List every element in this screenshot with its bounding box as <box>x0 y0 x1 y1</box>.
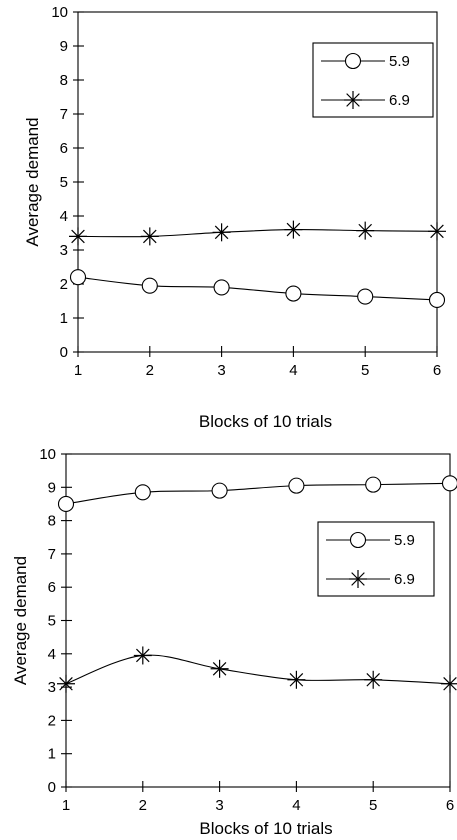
series-line <box>77 276 438 301</box>
data-point-circle <box>365 476 382 493</box>
series-6.9 <box>57 646 457 693</box>
y-tick-label: 2 <box>60 276 68 293</box>
legend-item: 6.9 <box>326 570 415 588</box>
x-axis-label: Blocks of 10 trials <box>199 819 332 838</box>
x-tick-label: 4 <box>292 797 300 814</box>
legend: 5.9 6.9 <box>312 42 434 118</box>
series-line <box>77 229 438 238</box>
data-point-circle <box>134 484 151 501</box>
y-tick-label: 6 <box>48 579 56 596</box>
y-axis-label: Average demand <box>11 556 30 685</box>
legend-item: 5.9 <box>326 531 415 549</box>
data-point-circle <box>441 475 457 492</box>
y-tick-label: 1 <box>48 746 56 763</box>
y-tick-label: 3 <box>60 242 68 259</box>
series-5.9 <box>57 475 457 513</box>
data-point-circle <box>288 477 305 494</box>
y-tick-label: 5 <box>48 613 56 630</box>
x-tick-label: 6 <box>433 362 441 379</box>
y-tick-label: 8 <box>48 513 56 530</box>
data-point-circle <box>213 279 230 296</box>
series-line <box>65 654 451 685</box>
data-point-asterisk <box>210 659 229 678</box>
data-point-asterisk <box>428 222 446 241</box>
legend-label: 6.9 <box>394 571 415 588</box>
data-point-asterisk <box>356 221 375 240</box>
x-tick-label: 2 <box>139 797 147 814</box>
data-point-asterisk <box>57 674 75 693</box>
data-point-asterisk <box>287 670 306 689</box>
y-tick-label: 4 <box>48 646 56 663</box>
y-tick-label: 0 <box>60 344 68 361</box>
legend-marker-circle <box>349 531 367 549</box>
y-tick-label: 3 <box>48 679 56 696</box>
x-tick-label: 4 <box>289 362 297 379</box>
y-tick-label: 10 <box>39 446 56 463</box>
legend-item: 5.9 <box>321 52 410 70</box>
legend-box <box>312 42 434 118</box>
data-point-circle <box>141 277 158 294</box>
y-tick-label: 5 <box>60 174 68 191</box>
data-point-asterisk <box>364 670 383 689</box>
data-point-circle <box>357 288 374 305</box>
x-axis-label: Blocks of 10 trials <box>199 412 332 431</box>
data-point-asterisk <box>140 227 159 246</box>
data-point-circle <box>285 285 302 302</box>
series-6.9 <box>69 220 446 246</box>
x-tick-label: 3 <box>217 362 225 379</box>
x-tick-label: 2 <box>146 362 154 379</box>
legend-marker-asterisk <box>349 570 367 588</box>
legend-item: 6.9 <box>321 91 410 109</box>
x-tick-label: 3 <box>215 797 223 814</box>
data-point-circle <box>57 495 75 513</box>
legend: 5.9 6.9 <box>317 521 435 597</box>
data-point-circle <box>211 482 228 499</box>
series-5.9 <box>69 269 446 309</box>
series-line <box>65 482 451 505</box>
x-tick-label: 1 <box>62 797 70 814</box>
y-tick-label: 8 <box>60 72 68 89</box>
y-tick-label: 7 <box>60 106 68 123</box>
data-point-asterisk <box>69 227 87 246</box>
y-tick-label: 7 <box>48 546 56 563</box>
data-point-asterisk <box>212 223 231 242</box>
x-tick-label: 6 <box>446 797 454 814</box>
y-tick-label: 1 <box>60 310 68 327</box>
legend-marker-asterisk <box>344 91 362 109</box>
plot-frame <box>65 453 451 788</box>
x-tick-label: 5 <box>369 797 377 814</box>
y-axis-label: Average demand <box>23 117 42 246</box>
y-tick-label: 4 <box>60 208 68 225</box>
legend-label: 5.9 <box>389 53 410 70</box>
y-tick-label: 6 <box>60 140 68 157</box>
legend-box <box>317 521 435 597</box>
y-tick-label: 2 <box>48 712 56 729</box>
data-point-asterisk <box>441 674 457 693</box>
data-point-asterisk <box>284 220 303 239</box>
data-point-circle <box>428 291 446 309</box>
y-tick-label: 9 <box>48 479 56 496</box>
legend-label: 6.9 <box>389 92 410 109</box>
legend-marker-circle <box>344 52 362 70</box>
legend-label: 5.9 <box>394 532 415 549</box>
data-point-asterisk <box>133 646 152 665</box>
x-tick-label: 5 <box>361 362 369 379</box>
y-tick-label: 9 <box>60 38 68 55</box>
data-point-circle <box>69 269 87 286</box>
x-tick-label: 1 <box>74 362 82 379</box>
y-tick-label: 0 <box>48 779 56 796</box>
y-tick-label: 10 <box>51 4 68 21</box>
